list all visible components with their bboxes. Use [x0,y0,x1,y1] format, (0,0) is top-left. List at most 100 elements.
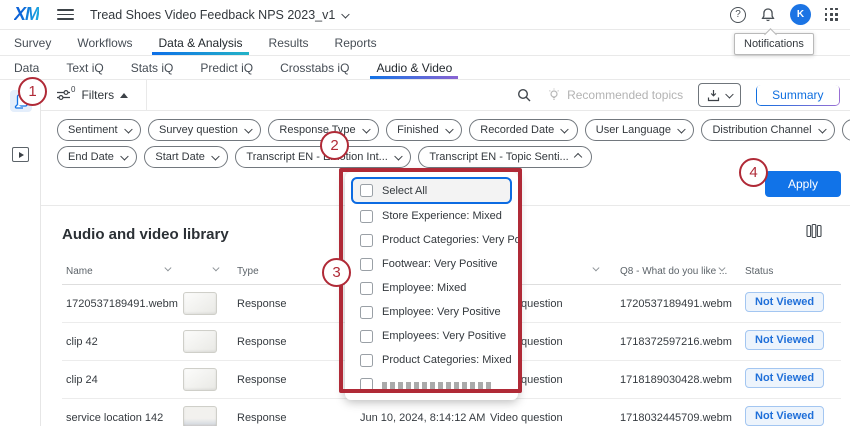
project-title: Tread Shoes Video Feedback NPS 2023_v1 [90,7,336,22]
column-header-name[interactable]: Name [66,266,93,277]
filter-chip-label: Survey question [159,124,238,136]
notifications-bell-icon[interactable] [760,7,776,23]
dropdown-item[interactable]: Product Categories: Very Positive [351,228,518,252]
cell-question: Video question [490,412,563,424]
select-all-option[interactable]: Select All [351,177,512,204]
tab-survey[interactable]: Survey [14,35,52,50]
filter-chip[interactable]: Distribution Channel [701,119,836,141]
cell-type: Response [237,298,287,310]
tab-data-analysis[interactable]: Data & Analysis [152,30,249,55]
checkbox[interactable] [360,233,373,247]
dropdown-item[interactable]: Store Experience: Mixed [351,204,512,228]
filter-chip-label: End Date [68,151,114,163]
sidebar-item-video[interactable] [12,147,29,162]
apply-button[interactable]: Apply [764,171,841,197]
filter-chip[interactable]: Sentiment [57,119,142,141]
cell-name: clip 24 [66,374,98,386]
subtab-stats-iq[interactable]: Stats iQ [130,60,174,75]
chevron-down-icon [818,125,826,134]
table-row[interactable]: clip 24 Response Video question 17181890… [62,361,841,399]
filter-chips-row-1: Sentiment Survey question Response Type … [57,119,850,141]
cell-name: 1720537189491.webm [66,298,178,310]
filter-chip[interactable]: End Date [57,146,138,168]
checkbox[interactable] [360,329,373,343]
dropdown-item[interactable]: Employee: Very Positive [351,300,512,324]
summary-button[interactable]: Summary [755,84,840,106]
filter-chip-label: Start Date [155,151,205,163]
table-row[interactable]: service location 142 Response Jun 10, 20… [62,399,841,426]
notifications-tooltip: Notifications [734,33,814,55]
chevron-down-icon [211,152,220,161]
filter-chip[interactable]: User Language [584,119,695,141]
checkbox[interactable] [360,184,373,197]
export-button[interactable] [698,83,741,107]
cell-type: Response [237,336,287,348]
sort-chevron-icon[interactable] [212,264,220,271]
status-badge: Not Viewed [745,406,825,426]
dropdown-item[interactable]: Employee: Mixed [351,276,512,300]
filter-chip-label: Distribution Channel [712,124,812,136]
manage-columns-icon[interactable] [806,223,822,239]
search-icon[interactable] [517,88,532,103]
cell-type: Response [237,374,287,386]
video-thumbnail[interactable] [183,406,217,426]
status-badge: Not Viewed [745,330,825,350]
annotation-circle-3: 3 [322,258,351,287]
library-toolbar: 0 Filters Recommended topics Summary [41,80,850,111]
dropdown-items: Store Experience: Mixed Product Categori… [351,204,518,372]
help-icon[interactable]: ? [730,6,746,23]
filter-chip[interactable]: Q8 - What do you like or di... [842,119,850,141]
library-title: Audio and video library [62,226,229,243]
xm-logo: XM [14,4,40,24]
checkbox[interactable] [360,257,373,271]
video-thumbnail[interactable] [183,368,217,391]
chevron-down-icon [244,125,253,134]
hamburger-menu-icon[interactable] [57,9,74,20]
filter-chip[interactable]: Finished [386,119,463,141]
project-title-menu[interactable]: Tread Shoes Video Feedback NPS 2023_v1 [90,7,350,22]
chevron-down-icon [725,90,734,99]
tab-reports[interactable]: Reports [334,35,377,50]
filter-chip-open[interactable]: Transcript EN - Topic Senti... [418,146,593,168]
column-header-q8[interactable]: Q8 - What do you like ... [620,266,728,277]
chevron-down-icon [445,125,454,134]
subtab-crosstabs-iq[interactable]: Crosstabs iQ [280,60,350,75]
dropdown-item[interactable]: Footwear: Very Positive [351,252,512,276]
column-header-type[interactable]: Type [237,266,259,277]
checkbox[interactable] [360,209,373,223]
checkbox[interactable] [360,281,373,295]
sort-chevron-icon[interactable] [164,264,172,271]
checkbox[interactable] [360,305,373,319]
filter-chip[interactable]: Start Date [144,146,229,168]
subtab-audio-video[interactable]: Audio & Video [370,56,459,79]
caret-up-icon [120,92,129,98]
column-header-status[interactable]: Status [745,266,774,277]
tab-workflows[interactable]: Workflows [77,35,133,50]
filter-chip[interactable]: Survey question [148,119,262,141]
subtab-text-iq[interactable]: Text iQ [66,60,104,75]
checkbox[interactable] [360,353,373,367]
sort-chevron-icon[interactable] [592,264,600,271]
app-switcher-icon[interactable] [825,8,838,21]
dropdown-item[interactable]: Product Categories: Mixed [351,348,512,372]
annotation-circle-2: 2 [320,131,349,160]
cell-recorded-date: Jun 10, 2024, 8:14:12 AM [360,412,486,424]
top-bar: XM Tread Shoes Video Feedback NPS 2023_v… [0,0,850,30]
filter-sliders-icon [57,90,70,100]
dropdown-item[interactable]: Employees: Very Positive [351,324,512,348]
subtab-data[interactable]: Data [14,60,40,75]
recommended-topics-button[interactable]: Recommended topics [547,88,683,102]
avatar[interactable]: K [790,4,811,25]
filters-toggle-button[interactable]: 0 Filters [41,80,148,110]
filters-panel: Sentiment Survey question Response Type … [41,111,850,205]
tab-results[interactable]: Results [268,35,309,50]
video-thumbnail[interactable] [183,330,217,353]
filter-chip[interactable]: Recorded Date [469,119,578,141]
primary-nav: Survey Workflows Data & Analysis Results Rep… [0,30,850,56]
filter-chip-label: User Language [595,124,671,136]
subtab-predict-iq[interactable]: Predict iQ [200,60,254,75]
status-badge: Not Viewed [745,368,825,388]
filter-count: 0 [71,85,76,94]
video-thumbnail[interactable] [183,292,217,315]
recommended-topics-label: Recommended topics [567,88,684,102]
